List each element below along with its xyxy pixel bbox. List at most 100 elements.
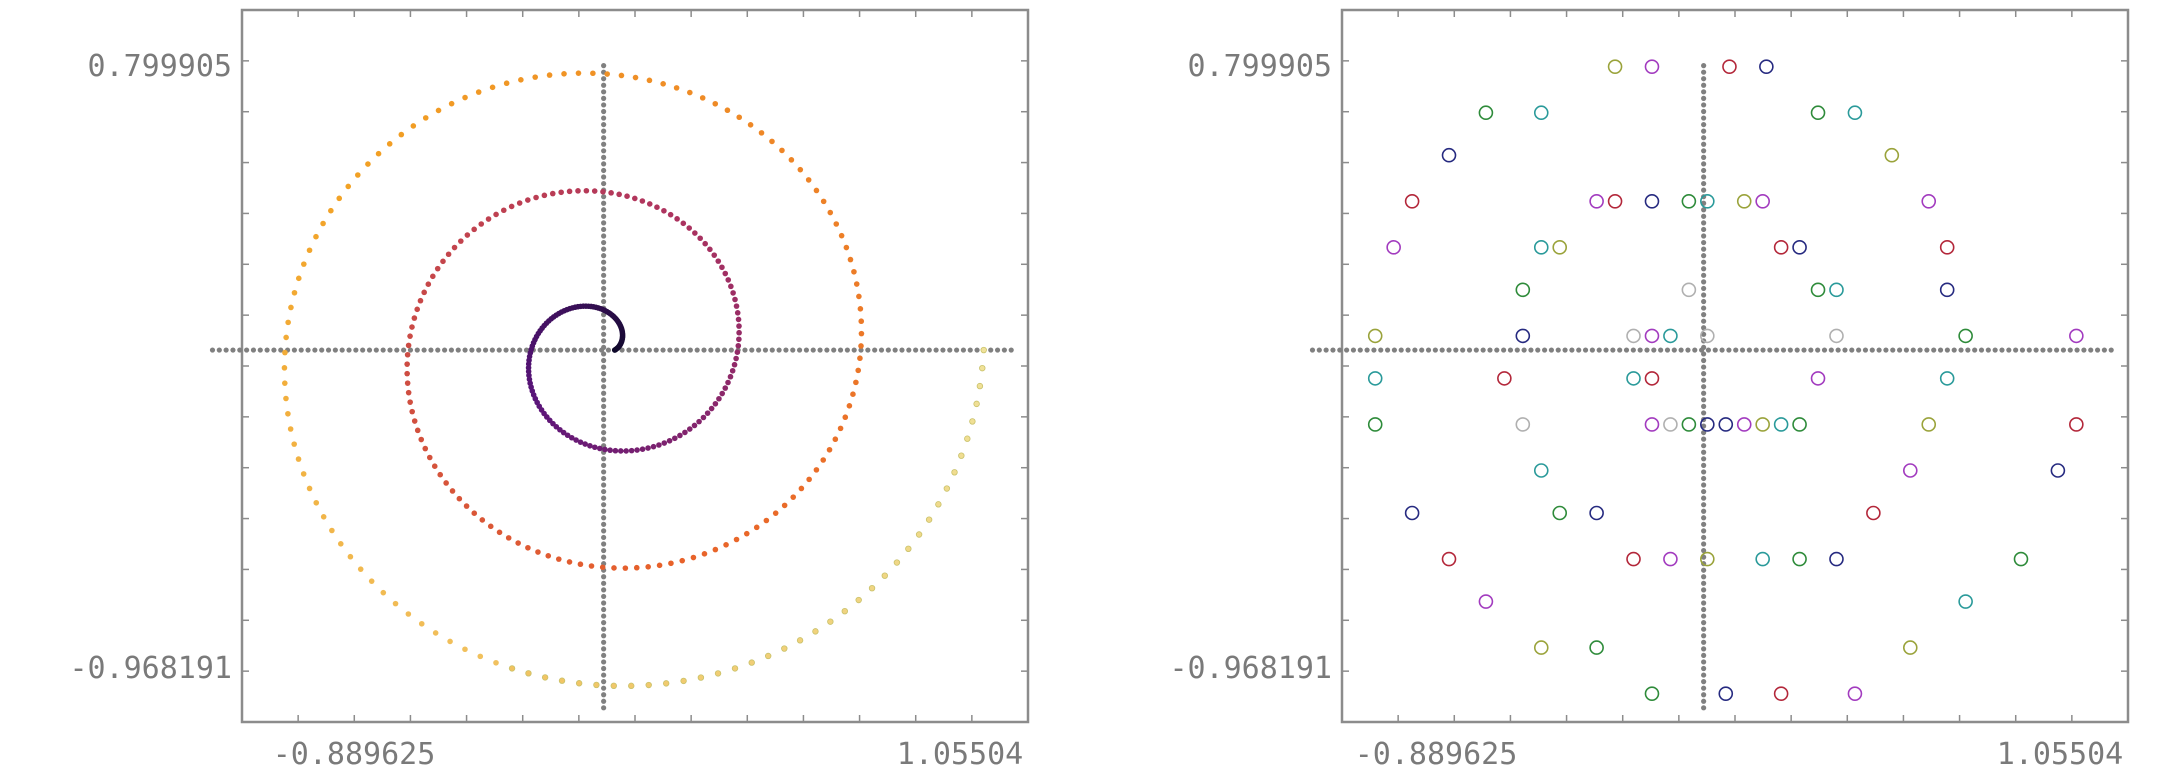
spiral-point [375,150,382,157]
y-axis-dot [601,115,607,121]
spiral-point [456,495,463,502]
spiral-point [733,355,739,362]
spiral-point [449,488,456,494]
spiral-point [733,303,740,309]
circle-marker [1700,417,1715,432]
spiral-point [701,551,708,557]
spiral-point [645,445,651,451]
y-axis-dot [601,705,607,711]
y-axis-dot [1701,410,1707,416]
y-axis-dot [601,285,607,292]
x-axis-dot [756,347,762,353]
x-axis-dot [933,347,939,353]
spiral-point [724,107,731,114]
x-axis-dot [1596,347,1602,353]
y-axis-dot [601,246,607,252]
spiral-point [407,399,413,405]
spiral-point [732,296,738,303]
spiral-point [677,432,683,439]
x-axis-dot [1535,347,1541,353]
spiral-point [422,115,429,121]
y-axis-dot [601,200,607,206]
spiral-y-tick-top: 0.799905 [88,49,233,84]
spiral-point [493,659,499,666]
spiral-point [855,596,862,604]
x-axis-dot [1494,347,1500,353]
spiral-point [392,600,399,607]
x-axis-dot [1617,347,1623,353]
x-axis-dot [1487,347,1493,353]
x-axis-dot [558,347,564,353]
spiral-point [691,422,698,429]
circle-marker [1663,417,1678,432]
spiral-point [969,418,976,425]
spiral-point [285,319,291,326]
spiral-point [696,418,702,425]
spiral-point [610,682,617,690]
x-axis-dot [1644,347,1650,353]
x-axis-dot [1562,347,1568,353]
spiral-point [546,72,553,78]
y-axis-dot [1701,679,1707,685]
x-axis-dot [366,347,373,353]
spiral-point [958,452,965,459]
circle-marker [1921,193,1937,209]
y-axis-dot [1701,344,1707,351]
x-axis-dot [1849,347,1855,353]
x-axis-dot [312,347,318,353]
spiral-point [702,240,708,247]
spiral-point [673,85,680,91]
spiral-point [951,469,958,476]
y-axis-dot [1701,233,1707,239]
x-axis-dot [810,347,816,353]
circle-marker [1759,59,1774,74]
x-axis-dot [824,347,830,353]
y-axis-dot [601,502,607,508]
spiral-point [856,293,862,300]
x-axis-dot [564,347,571,353]
spiral-point [535,549,541,555]
spiral-point [654,204,660,210]
y-axis-dot [601,508,607,514]
spiral-point [434,265,441,272]
circle-marker [1663,551,1678,567]
spiral-point [600,188,606,195]
spiral-point [736,323,742,329]
spiral-point [743,530,750,537]
circle-marker [1663,328,1678,344]
x-axis-dot [1378,347,1384,353]
x-axis-dot [1432,347,1438,353]
x-axis-dot [1446,347,1452,353]
x-axis-dot [1001,347,1007,353]
spiral-point [881,572,888,579]
spiral-point [668,560,674,567]
spiral-point [853,379,859,386]
spiral-y-tick-bottom: -0.968191 [69,651,232,686]
x-axis-dot [1658,347,1664,353]
y-axis-dot [1701,357,1707,364]
y-axis-dot [601,554,607,560]
x-axis-dot [660,347,666,353]
spiral-point [602,446,608,453]
spiral-point [797,166,804,173]
y-axis-dot [1701,521,1707,527]
spiral-point [597,445,603,452]
spiral-point [704,410,711,416]
x-axis-dot [865,347,871,353]
circle-marker [1626,328,1641,344]
spiral-point [632,195,638,202]
x-axis-dot [858,347,864,353]
spiral-markers [281,70,987,690]
spiral-point [855,367,862,374]
x-axis-dot [1316,347,1322,353]
circle-marker [1478,594,1494,609]
spiral-point [404,351,411,358]
circle-marker [1700,193,1715,209]
y-axis-dot [601,253,607,259]
y-axis-dot [1701,285,1707,292]
spiral-point [410,123,417,129]
spiral-point [404,361,410,367]
x-axis-dot [1603,347,1609,353]
spiral-point [656,562,663,569]
y-axis-dot [1701,148,1707,154]
